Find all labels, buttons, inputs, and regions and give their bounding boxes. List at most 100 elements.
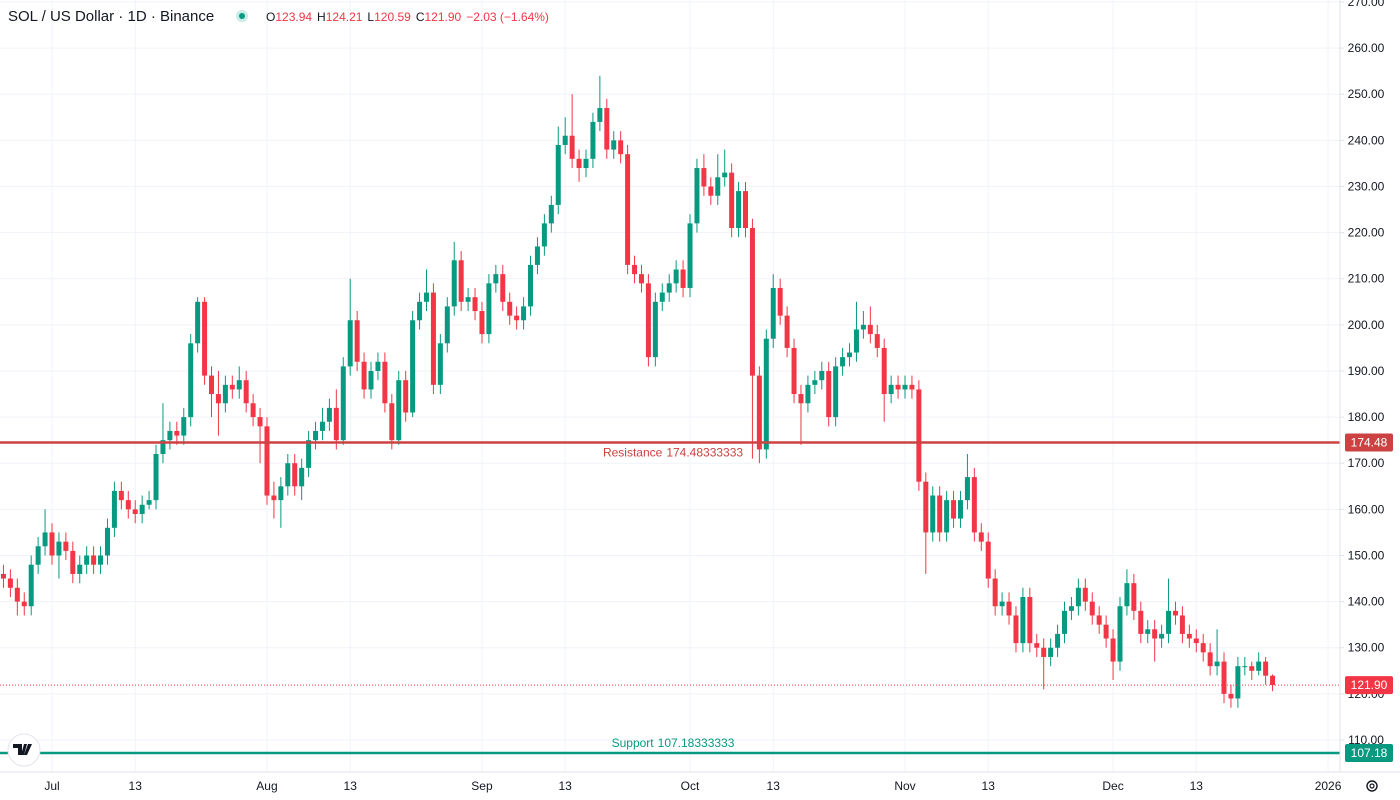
candle-body [160,440,166,455]
candle-body [63,541,69,551]
candle-body [847,352,853,358]
candle-body [694,168,700,224]
candle-body [389,403,395,441]
x-tick-label: 13 [344,779,358,793]
candle-body [881,347,887,395]
candle-body [812,380,818,385]
candle-body [638,274,644,284]
x-tick-label: 13 [559,779,573,793]
candle-body [368,370,374,390]
level-badge [1345,743,1393,762]
candle-body [21,601,27,607]
candle-body [70,550,76,574]
candle-body [1166,610,1172,634]
candle-body [562,135,568,145]
candle-body [250,403,256,418]
candle-body [784,315,790,348]
candle-body [222,384,228,404]
legend-header: SOL / US Dollar · 1D · Binance O123.94 H1… [8,8,549,25]
market-status-dot [239,13,245,19]
candle-body [673,269,679,284]
candle-body [174,430,180,436]
x-tick-label: Dec [1102,779,1123,793]
candle-body [326,407,332,422]
settings-icon[interactable] [1366,780,1378,792]
candle-body [1270,675,1276,686]
candle-body [14,587,20,602]
candle-body [1006,601,1012,616]
x-tick-label: Aug [256,779,277,793]
candle-body [798,394,804,404]
candle-body [937,495,943,533]
candle-body [659,292,665,302]
candle-body [902,384,908,390]
x-tick-label: Jul [44,779,59,793]
candle-body [1242,666,1248,668]
y-tick-label: 230.00 [1348,179,1385,193]
level-label: Support 107.18333333 [612,736,735,750]
ohlc-value: 123.94 [275,10,312,24]
candle-body [1020,597,1026,644]
candle-body [625,154,631,265]
tradingview-logo [7,733,41,767]
candle-body [209,375,215,395]
gear-ring[interactable] [1366,780,1378,792]
candle-body [49,532,55,556]
candle-body [930,495,936,533]
candle-body [833,366,839,418]
level-label: Resistance 174.48333333 [603,446,743,460]
ohlc-value: 121.90 [424,10,461,24]
candle-body [978,532,984,542]
logo-mark [13,744,32,755]
candle-body [271,495,277,501]
candle-body [507,301,513,316]
y-tick-label: 130.00 [1348,641,1385,655]
candle-body [77,564,83,574]
candle-body [729,172,735,228]
candle-body [333,407,339,441]
candle-body [652,301,658,358]
candle-body [1145,629,1151,634]
ohlc-value: 124.21 [326,10,363,24]
candle-body [1138,610,1144,634]
candle-body [430,292,436,385]
candle-body [1068,606,1074,611]
ohlc-key: O [266,10,275,24]
candle-body [992,578,998,607]
candle-body [860,324,866,330]
y-tick-label: 180.00 [1348,410,1385,424]
candle-body [1103,624,1109,639]
candle-body [1152,629,1158,639]
level-value: 174.48333333 [666,446,743,460]
candle-body [985,541,991,579]
y-tick-label: 210.00 [1348,272,1385,286]
candle-body [1172,610,1178,616]
candle-body [132,509,138,514]
candle-body [576,158,582,169]
candle-body [1089,601,1095,616]
candle-body [826,370,832,418]
candle-body [1110,638,1116,662]
gear-hub[interactable] [1369,783,1375,789]
candle-body [188,343,194,418]
candle-body [437,343,443,385]
candle-body [1075,587,1081,607]
candle-body [1055,633,1061,648]
candle-body [514,315,520,321]
y-tick-label: 200.00 [1348,318,1385,332]
candle-body [555,144,561,205]
candle-body [1124,583,1130,607]
candle-body [202,301,208,376]
candle-body [1117,606,1123,662]
candle-body [1041,647,1047,657]
candle-body [951,500,957,519]
candle-body [340,366,346,441]
candle-body [770,287,776,339]
candle-body [528,264,534,307]
last-price-label: 121.90 [1351,678,1388,692]
candle-body [139,504,145,514]
candle-body [417,301,423,321]
change-value: −2.03 (−1.64%) [466,10,549,24]
candle-body [666,283,672,293]
